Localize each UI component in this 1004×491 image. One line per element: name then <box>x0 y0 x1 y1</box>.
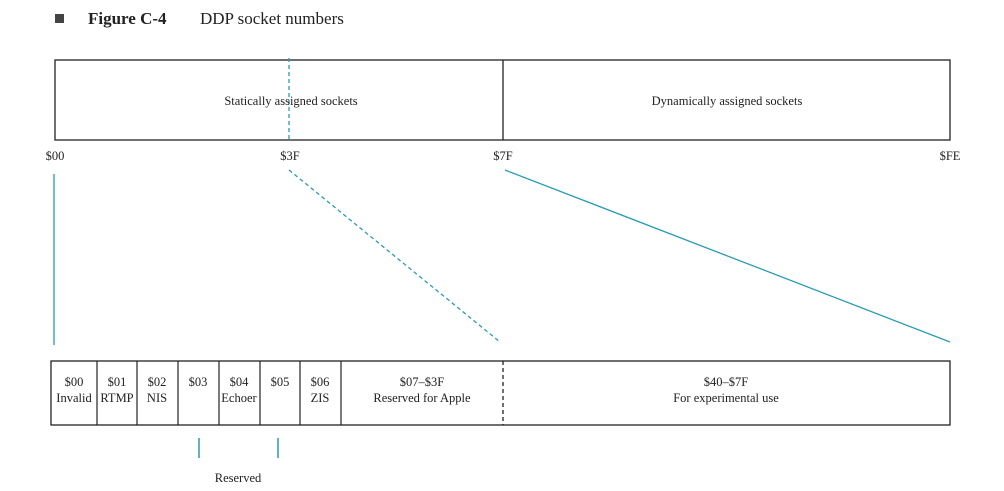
cell-num: $07–$3F <box>400 375 445 389</box>
cell-name: ZIS <box>311 391 330 405</box>
tick-fe: $FE <box>940 149 961 163</box>
static-label: Statically assigned sockets <box>224 94 357 108</box>
cell-name: NIS <box>147 391 167 405</box>
bottom-bar <box>50 360 951 426</box>
tick-3f: $3F <box>280 149 300 163</box>
tick-00: $00 <box>46 149 65 163</box>
expand-line-3f <box>288 169 501 343</box>
cell-num: $03 <box>189 375 208 389</box>
expand-line-7f <box>504 169 951 343</box>
cell-num: $02 <box>148 375 167 389</box>
cell-num: $06 <box>311 375 330 389</box>
tick-7f: $7F <box>493 149 513 163</box>
cell-name: For experimental use <box>673 391 779 405</box>
cell-num: $00 <box>65 375 84 389</box>
cell-num: $01 <box>108 375 127 389</box>
bullet-square-icon <box>55 14 64 23</box>
dynamic-label: Dynamically assigned sockets <box>652 94 803 108</box>
figure-title: DDP socket numbers <box>200 9 344 28</box>
cell-name: Echoer <box>221 391 257 405</box>
cell-name: Invalid <box>56 391 92 405</box>
cell-name: RTMP <box>100 391 133 405</box>
reserved-label: Reserved <box>215 471 262 485</box>
cell-num: $04 <box>230 375 250 389</box>
cell-num: $40–$7F <box>704 375 749 389</box>
socket-cells: $00 Invalid $01 RTMP $02 NIS $03 $04 Ech… <box>50 360 951 426</box>
cell-num: $05 <box>271 375 290 389</box>
cell-name: Reserved for Apple <box>373 391 471 405</box>
figure-label: Figure C-4 <box>88 9 167 28</box>
